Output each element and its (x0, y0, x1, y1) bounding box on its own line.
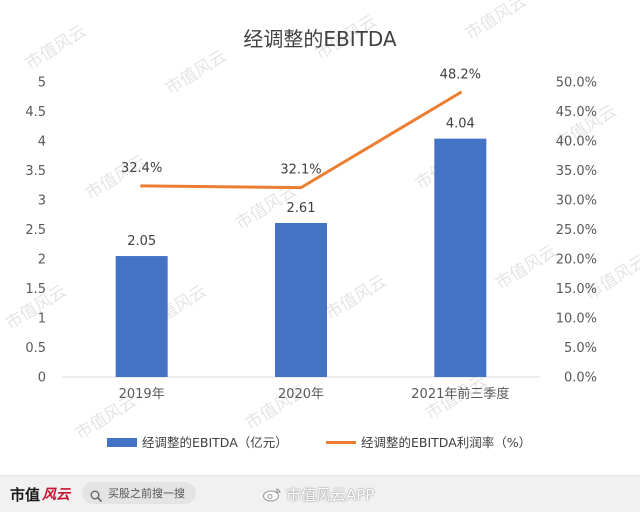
line-series: 32.4% 32.1% 48.2% (121, 68, 481, 190)
x-axis-tick-label: 2019年 (119, 387, 165, 402)
bar-data-label: 4.04 (446, 117, 475, 132)
bar (115, 256, 168, 377)
line-point (140, 184, 144, 188)
right-axis: 0.0% 5.0% 10.0% 15.0% 20.0% 25.0% 30.0% 35.0% 40… (556, 76, 597, 386)
bar-series: 2.05 2.61 4.04 (115, 117, 487, 377)
legend-label-bar: 经调整的EBITDA（亿元） (142, 435, 288, 450)
left-axis-tick-label: 3.5 (25, 164, 46, 179)
chart-title: 经调整的EBITDA (243, 27, 397, 51)
right-axis-tick-label: 10.0% (556, 312, 597, 327)
right-axis-tick-label: 20.0% (556, 253, 597, 268)
brand-text: 市值 (10, 485, 41, 504)
legend-label-line: 经调整的EBITDA利润率（%） (361, 435, 531, 450)
left-axis: 0 0.5 1 1.5 2 2.5 3 3.5 4 4.5 5 (25, 76, 46, 386)
bar (434, 138, 487, 377)
left-axis-tick-label: 2.5 (25, 223, 46, 238)
footer-bar: 市值 风云 买股之前搜一搜 市值风云APP (0, 475, 640, 512)
footer-watermark-text: 市值风云APP (286, 485, 375, 504)
left-axis-tick-label: 0 (38, 371, 46, 386)
right-axis-tick-label: 15.0% (556, 282, 597, 297)
watermark-text: 市值风云 (22, 21, 90, 74)
line-data-label: 32.1% (280, 163, 321, 178)
brand-logo[interactable]: 市值 风云 (10, 483, 70, 505)
right-axis-tick-label: 0.0% (564, 371, 597, 386)
right-axis-tick-label: 45.0% (556, 105, 597, 120)
left-axis-tick-label: 1.5 (25, 282, 46, 297)
bar (275, 223, 327, 377)
line-data-label: 32.4% (121, 161, 162, 176)
watermark-text: 市值风云 (462, 0, 530, 44)
left-axis-tick-label: 2 (38, 253, 46, 268)
legend: 经调整的EBITDA（亿元） 经调整的EBITDA利润率（%） (107, 435, 531, 450)
left-axis-tick-label: 3 (38, 194, 46, 209)
watermark-text: 市值风云 (82, 151, 150, 204)
watermark-text: 市值风云 (492, 241, 560, 294)
x-axis-tick-label: 2021年前三季度 (411, 386, 509, 402)
bar-data-label: 2.05 (127, 234, 156, 249)
watermark-text: 市值风云 (322, 271, 390, 324)
line-data-label: 48.2% (440, 68, 481, 83)
left-axis-tick-label: 0.5 (25, 341, 46, 356)
right-axis-tick-label: 30.0% (556, 194, 597, 209)
search-text: 买股之前搜一搜 (108, 487, 185, 500)
right-axis-tick-label: 50.0% (556, 76, 597, 91)
right-axis-tick-label: 5.0% (564, 341, 597, 356)
right-axis-tick-label: 35.0% (556, 164, 597, 179)
weibo-icon (262, 486, 282, 502)
left-axis-tick-label: 5 (38, 76, 46, 91)
search-box[interactable]: 买股之前搜一搜 (82, 482, 196, 504)
footer-watermark: 市值风云APP (262, 483, 374, 505)
right-axis-tick-label: 25.0% (556, 223, 597, 238)
x-axis: 2019年 2020年 2021年前三季度 (119, 386, 510, 402)
right-axis-tick-label: 40.0% (556, 135, 597, 150)
chart-area: 市值风云 市值风云 市值风云 市值风云 市值风云 市值风云 市值风云 市值风云 市值风云 市值风云… (2, 0, 640, 450)
legend-swatch-bar (107, 438, 137, 447)
x-axis-tick-label: 2020年 (278, 387, 324, 402)
search-icon (90, 487, 102, 502)
watermark-text: 市值风云 (162, 46, 230, 99)
left-axis-tick-label: 4 (38, 135, 46, 150)
left-axis-tick-label: 1 (38, 312, 46, 327)
line-point (458, 91, 462, 95)
line-point (299, 186, 303, 190)
bar-data-label: 2.61 (287, 201, 316, 216)
brand-mark: 风云 (42, 487, 71, 503)
left-axis-tick-label: 4.5 (25, 105, 46, 120)
